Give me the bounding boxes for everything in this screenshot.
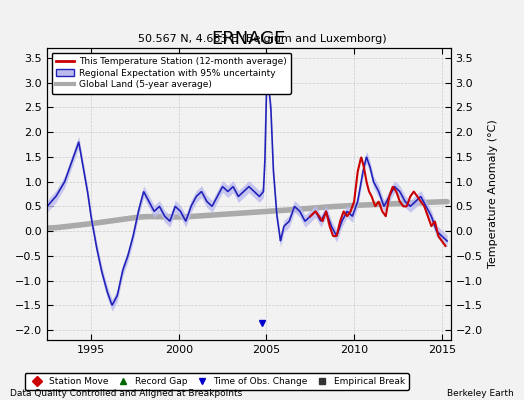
Title: ERNAGE: ERNAGE — [212, 30, 286, 48]
Text: Berkeley Earth: Berkeley Earth — [447, 389, 514, 398]
Y-axis label: Temperature Anomaly (°C): Temperature Anomaly (°C) — [488, 120, 498, 268]
Legend: Station Move, Record Gap, Time of Obs. Change, Empirical Break: Station Move, Record Gap, Time of Obs. C… — [25, 373, 409, 390]
Text: Data Quality Controlled and Aligned at Breakpoints: Data Quality Controlled and Aligned at B… — [10, 389, 243, 398]
Text: 50.567 N, 4.683 E (Belgium and Luxemborg): 50.567 N, 4.683 E (Belgium and Luxemborg… — [138, 34, 386, 44]
